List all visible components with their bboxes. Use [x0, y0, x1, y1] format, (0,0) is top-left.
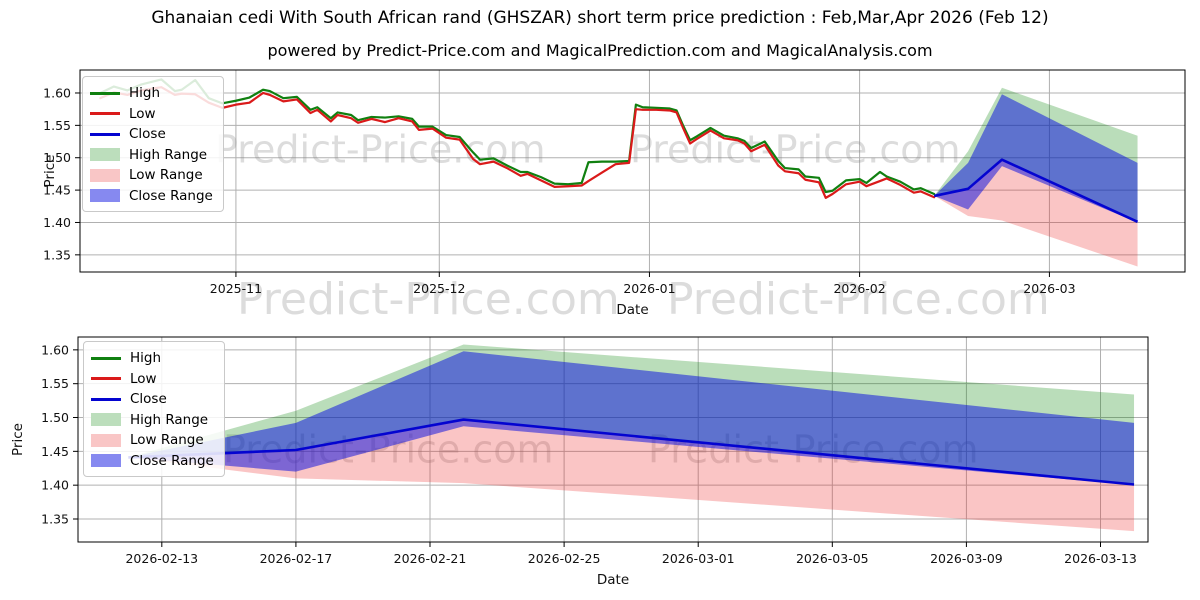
x-tick-label: 2026-03-05: [796, 551, 869, 566]
legend-item-high-range: High Range: [91, 410, 214, 431]
y-tick-label: 1.35: [41, 511, 69, 526]
legend-item-label: Close: [129, 126, 166, 143]
x-axis-label: Date: [616, 302, 648, 318]
low-line: [99, 86, 936, 199]
y-tick-label: 1.45: [41, 444, 69, 459]
legend-item-low-range: Low Range: [90, 165, 213, 186]
page-subtitle: powered by Predict-Price.com and Magical…: [267, 41, 933, 60]
high-range-patch-swatch-icon: [91, 413, 121, 427]
close-line-swatch-icon: [90, 132, 120, 136]
bottom-chart-legend: High Low Close High Range Low Range Close Ran…: [83, 341, 225, 477]
swatch-color: [91, 413, 121, 427]
legend-item-low: Low: [91, 369, 214, 390]
swatch-color: [90, 132, 120, 136]
x-tick-label: 2025-12: [413, 281, 465, 296]
legend-item-label: High: [129, 85, 161, 102]
legend-item-low-range: Low Range: [91, 430, 214, 451]
watermark: Predict-Price.com: [667, 274, 1050, 325]
y-axis-label: Price: [42, 155, 58, 188]
legend-item-low: Low: [90, 104, 213, 125]
watermark: Predict-Price.com: [237, 274, 620, 325]
close-range-patch-swatch-icon: [90, 189, 120, 203]
y-tick-label: 1.60: [43, 85, 71, 100]
plot-border: [77, 336, 1149, 543]
y-tick-label: 1.40: [41, 478, 69, 493]
swatch-color: [90, 91, 120, 95]
y-tick-label: 1.60: [41, 342, 69, 357]
top-chart: Predict-Price.com Predict-Price.com Predic…: [42, 69, 1186, 325]
high-line-swatch-icon: [90, 91, 120, 95]
legend-item-label: Close Range: [129, 187, 213, 204]
y-tick-label: 1.45: [43, 183, 71, 198]
y-tick-label: 1.50: [41, 410, 69, 425]
close-range-band: [128, 351, 1135, 486]
y-tick-label: 1.35: [43, 247, 71, 262]
swatch-color: [91, 356, 121, 360]
watermark: Predict-Price.com: [630, 128, 961, 172]
x-tick-label: 2026-02-25: [528, 551, 601, 566]
x-axis-label: Date: [597, 572, 629, 588]
legend-item-label: Close: [130, 391, 167, 408]
low-range-patch-swatch-icon: [91, 433, 121, 447]
plot-border: [79, 69, 1186, 273]
x-tick-label: 2026-03-09: [930, 551, 1003, 566]
legend-item-label: Low: [130, 370, 157, 387]
swatch-color: [91, 433, 121, 447]
swatch-color: [90, 168, 120, 182]
x-tick-label: 2026-02-13: [125, 551, 198, 566]
close-line: [933, 158, 1139, 224]
x-tick-label: 2026-02: [833, 281, 885, 296]
x-tick-label: 2026-03-13: [1064, 551, 1137, 566]
x-tick-label: 2026-01: [623, 281, 675, 296]
low-range-patch-swatch-icon: [90, 168, 120, 182]
x-tick-label: 2025-11: [210, 281, 262, 296]
y-tick-label: 1.50: [43, 150, 71, 165]
legend-item-label: High: [130, 350, 162, 367]
y-tick-label: 1.40: [43, 215, 71, 230]
watermark: Predict-Price.com: [215, 128, 546, 172]
legend-item-high: High: [90, 83, 213, 104]
legend-item-close: Close: [90, 124, 213, 145]
low-line-swatch-icon: [91, 377, 121, 381]
legend-item-label: Close Range: [130, 452, 214, 469]
x-tick-label: 2026-03-01: [662, 551, 735, 566]
x-tick-label: 2026-03: [1023, 281, 1075, 296]
high-range-patch-swatch-icon: [90, 148, 120, 162]
close-line-swatch-icon: [91, 397, 121, 401]
legend-item-high: High: [91, 348, 214, 369]
top-chart-legend: High Low Close High Range Low Range Close Ran…: [82, 76, 224, 212]
y-tick-label: 1.55: [41, 376, 69, 391]
legend-item-close: Close: [91, 389, 214, 410]
swatch-color: [91, 377, 121, 381]
swatch-color: [90, 148, 120, 162]
low-line-swatch-icon: [90, 112, 120, 116]
high-line-swatch-icon: [91, 356, 121, 360]
legend-item-close-range: Close Range: [91, 451, 214, 472]
y-axis-label: Price: [10, 423, 26, 456]
swatch-color: [91, 397, 121, 401]
legend-item-label: Low Range: [130, 432, 204, 449]
close-range-band: [934, 94, 1138, 223]
legend-item-label: High Range: [130, 411, 209, 428]
swatch-color: [90, 189, 120, 203]
x-tick-label: 2026-02-21: [394, 551, 467, 566]
legend-item-label: Low Range: [129, 167, 203, 184]
legend-item-label: Low: [129, 105, 156, 122]
close-range-patch-swatch-icon: [91, 454, 121, 468]
legend-item-label: High Range: [129, 146, 208, 163]
legend-item-close-range: Close Range: [90, 186, 213, 207]
swatch-color: [90, 112, 120, 116]
swatch-color: [91, 454, 121, 468]
x-tick-label: 2026-02-17: [260, 551, 333, 566]
page-title: Ghanaian cedi With South African rand (G…: [151, 8, 1049, 28]
y-tick-label: 1.55: [43, 118, 71, 133]
legend-item-high-range: High Range: [90, 145, 213, 166]
bottom-chart: Predict-Price.comPredict-Price.com2026-0…: [10, 336, 1149, 588]
high-line: [99, 78, 936, 196]
